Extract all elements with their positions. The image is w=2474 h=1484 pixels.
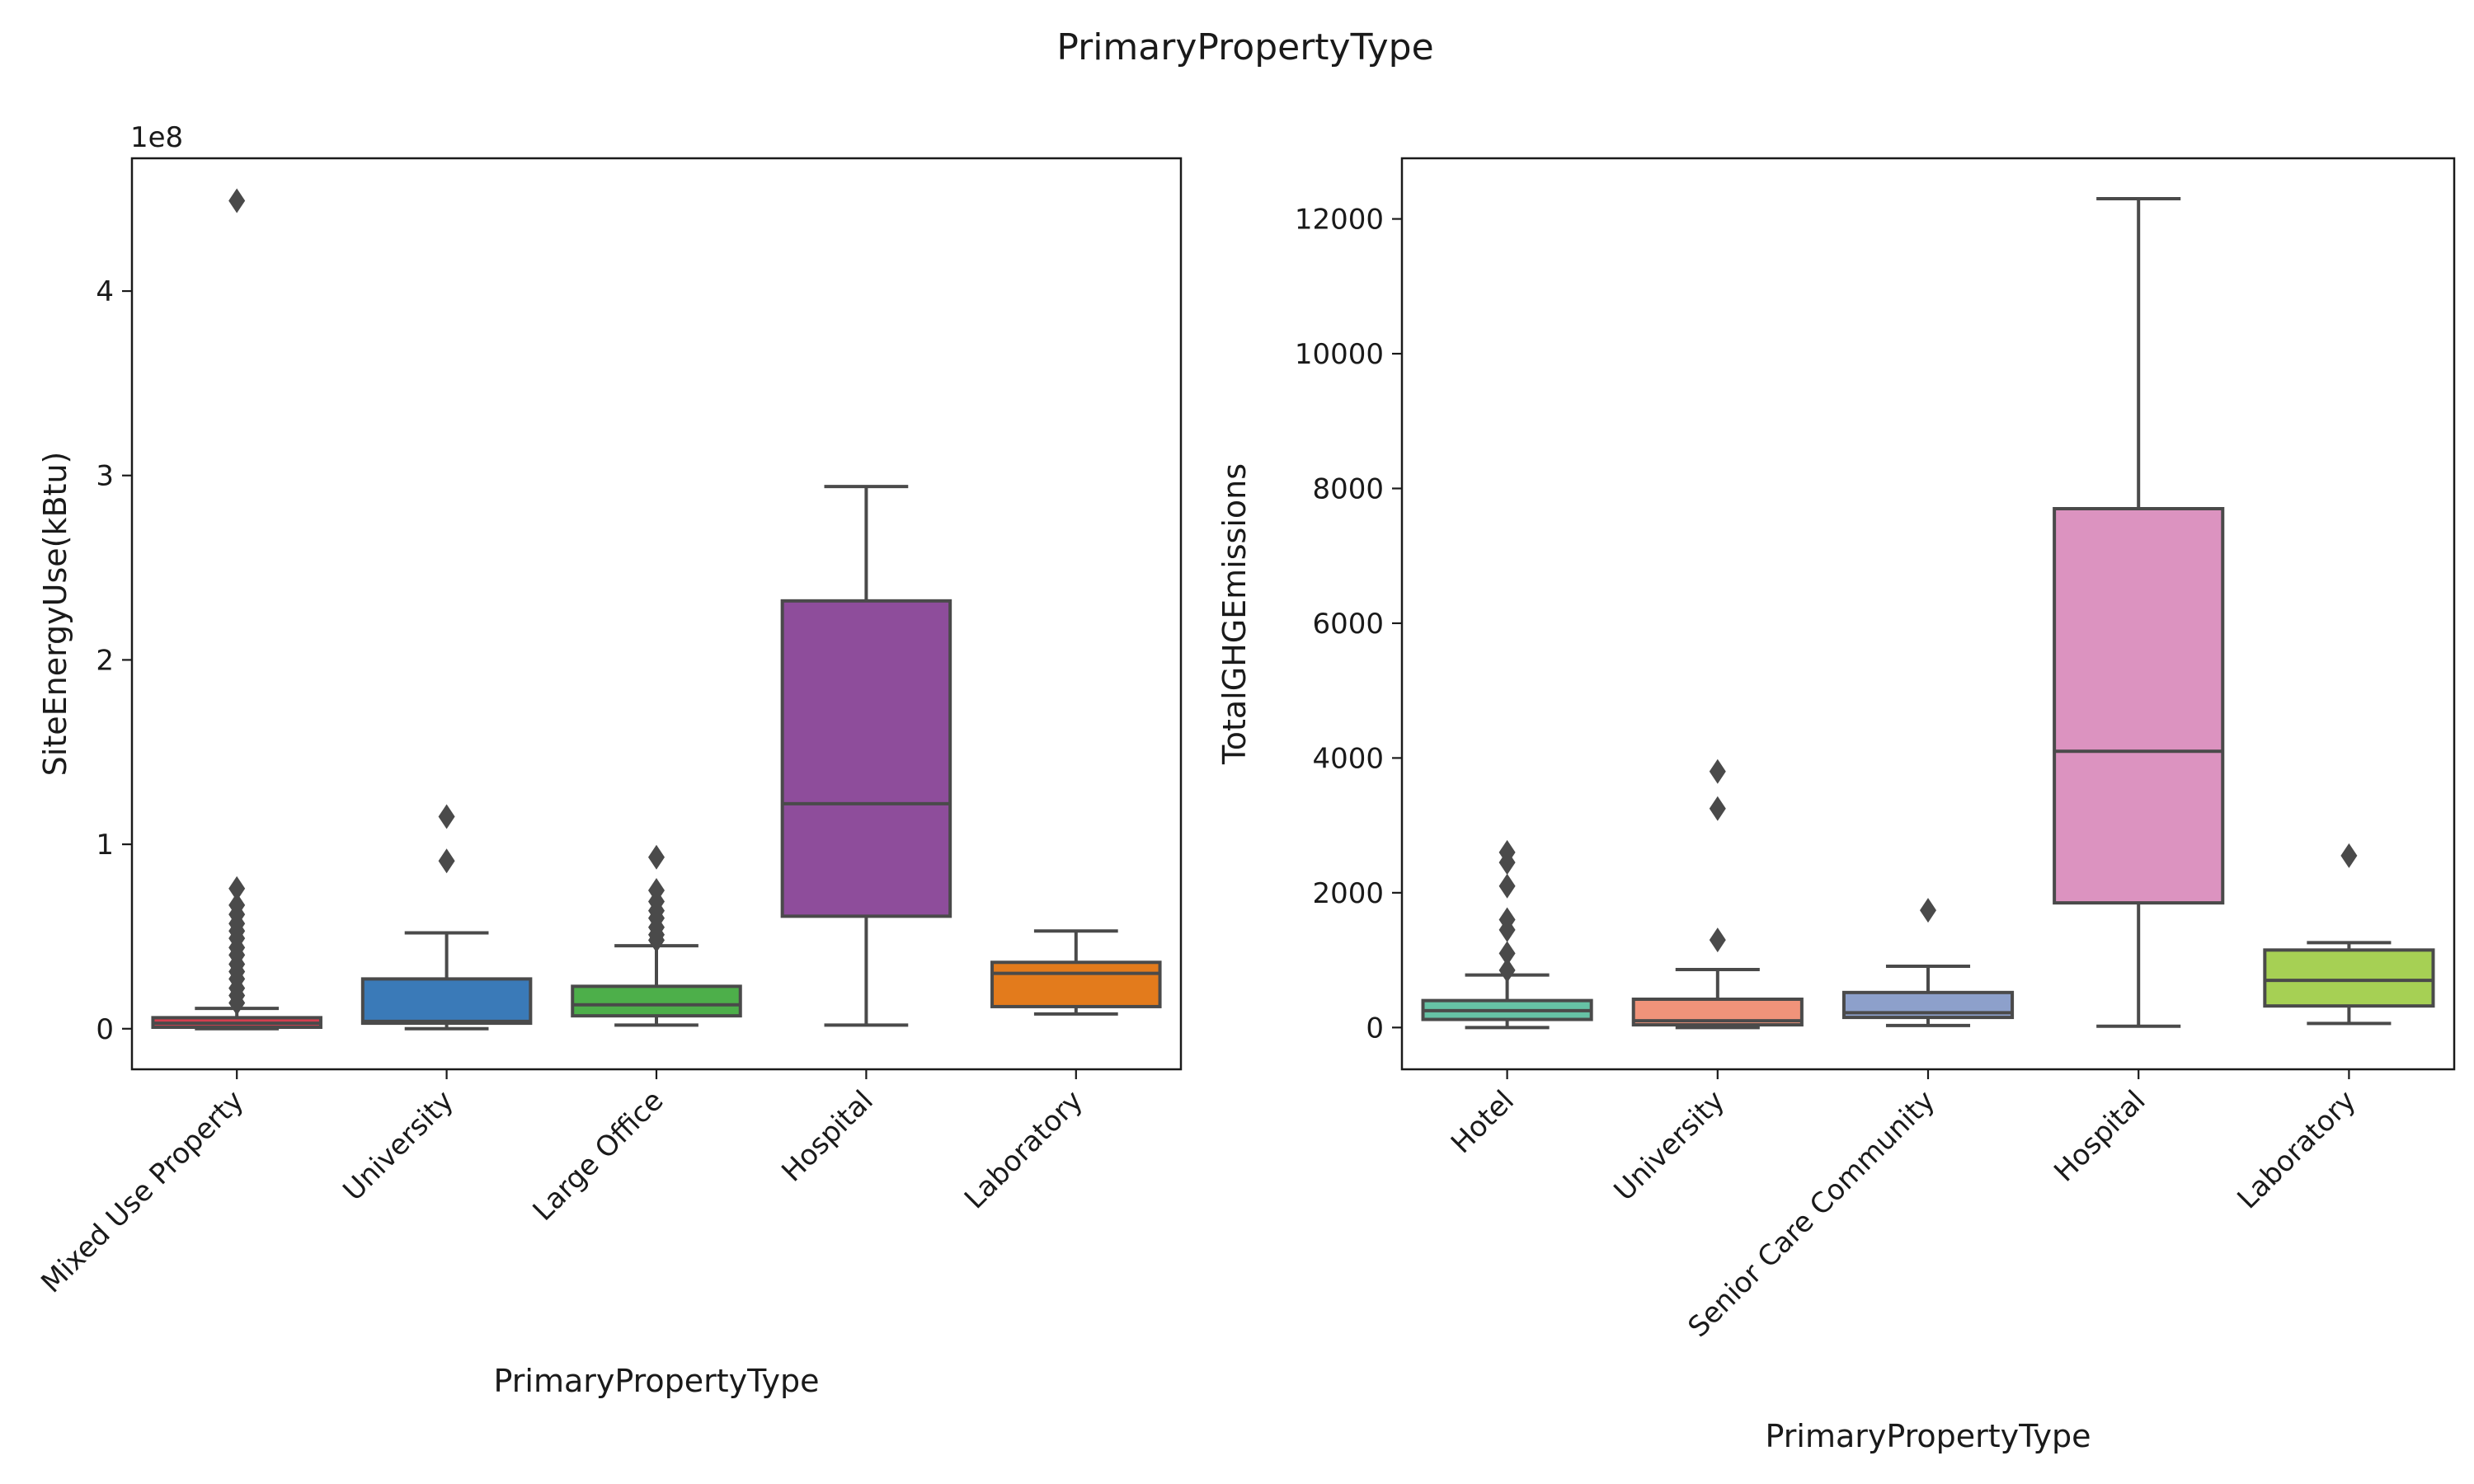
x-tick-label-hospital: Hospital (775, 1084, 879, 1188)
outlier-point (1498, 907, 1516, 932)
outlier-point (648, 844, 665, 870)
box-large-office (571, 844, 742, 1027)
y-tick-label: 3 (96, 460, 114, 493)
x-tick-label-mixed-use-property: Mixed Use Property (35, 1084, 250, 1299)
y-tick-label: 6000 (1312, 608, 1384, 641)
y-axis-label: TotalGHGEmissions (1216, 463, 1253, 765)
outlier-point (1498, 839, 1516, 865)
x-tick-label-hospital: Hospital (2048, 1084, 2152, 1188)
y-offset-label: 1e8 (130, 121, 183, 154)
x-tick-label-university: University (336, 1084, 460, 1208)
y-tick-label: 0 (96, 1013, 114, 1046)
x-tick-label-laboratory: Laboratory (2232, 1084, 2363, 1215)
y-tick-label: 10000 (1295, 338, 1384, 371)
y-tick-label: 8000 (1312, 472, 1384, 505)
y-tick-label: 2 (96, 644, 114, 677)
plot-frame (1400, 157, 2456, 1071)
box-hospital (780, 485, 952, 1027)
outlier-point (648, 878, 665, 904)
x-tick-label-senior-care-community: Senior Care Community (1681, 1084, 1941, 1344)
outlier-point (228, 188, 246, 214)
x-tick-label-university: University (1608, 1084, 1732, 1208)
box-laboratory (990, 929, 1162, 1016)
iqr-box (990, 960, 1162, 1008)
outlier-point (1709, 758, 1726, 784)
figure-title: PrimaryPropertyType (1056, 26, 1433, 68)
outlier-point (1498, 873, 1516, 899)
y-tick-label: 4 (96, 275, 114, 308)
chart-site-energy: 0 1 2 3 4 1e8 SiteEnergyUse(kBtu) PrimaryProper… (35, 121, 1183, 1399)
box-university (360, 804, 533, 1031)
iqr-box (780, 599, 952, 918)
chart-ghg-emissions: 0 2000 4000 6000 8000 10000 12000 TotalGHGEmiss… (1216, 157, 2456, 1454)
y-tick-label: 0 (1366, 1012, 1384, 1045)
box-university (1631, 758, 1804, 1030)
y-axis-label: SiteEnergyUse(kBtu) (37, 452, 73, 777)
y-tick-label: 1 (96, 829, 114, 862)
outlier-point (2340, 843, 2358, 868)
x-tick-label-hotel: Hotel (1445, 1084, 1521, 1160)
y-tick-label: 4000 (1312, 742, 1384, 775)
outlier-point (228, 876, 246, 901)
box-laboratory (2263, 843, 2435, 1026)
iqr-box (2263, 948, 2435, 1008)
x-tick-label-laboratory: Laboratory (958, 1084, 1089, 1215)
box-senior-care-community (1841, 898, 2015, 1027)
outlier-point (438, 804, 455, 829)
box-hotel (1421, 839, 1593, 1030)
x-axis-label: PrimaryPropertyType (1766, 1418, 2091, 1454)
outlier-point (1498, 941, 1516, 966)
outlier-point (1920, 898, 1936, 923)
outlier-point (1498, 957, 1516, 983)
x-axis-label: PrimaryPropertyType (494, 1363, 820, 1399)
outlier-point (1709, 796, 1726, 821)
outlier-point (228, 892, 246, 918)
iqr-box (360, 977, 533, 1026)
outlier-point (438, 848, 455, 874)
iqr-box (571, 984, 742, 1018)
outlier-point (1709, 928, 1726, 953)
box-mixed-use-property (151, 188, 322, 1031)
x-tick-label-large-office: Large Office (527, 1084, 670, 1228)
iqr-box (2053, 507, 2225, 905)
box-hospital (2053, 197, 2225, 1028)
y-tick-label: 2000 (1312, 877, 1384, 910)
y-tick-label: 12000 (1295, 204, 1384, 237)
